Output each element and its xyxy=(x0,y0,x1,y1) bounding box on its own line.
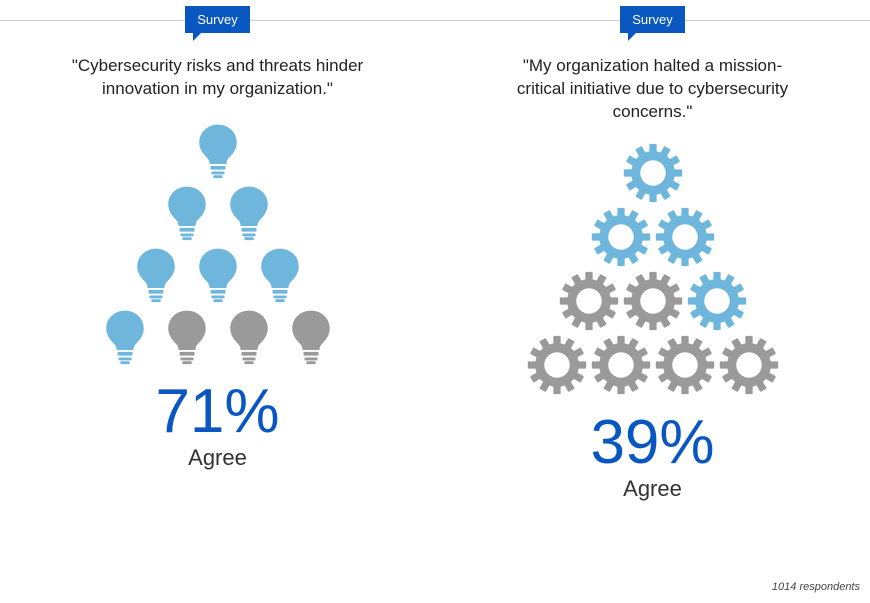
lightbulb-icon xyxy=(188,119,248,179)
lightbulb-icon xyxy=(95,305,155,365)
lightbulb-icon xyxy=(95,305,155,365)
lightbulb-icon xyxy=(157,181,217,241)
gear-icon xyxy=(654,334,716,396)
panel-left: Survey "Cybersecurity risks and threats … xyxy=(0,0,435,603)
agree-label: Agree xyxy=(590,476,714,502)
gear-icon xyxy=(622,142,684,204)
stat-block: 39% Agree xyxy=(590,412,714,502)
stat-block: 71% Agree xyxy=(155,381,279,471)
pyramid-row xyxy=(622,142,684,204)
quote-text: "My organization halted a mission-critic… xyxy=(503,55,803,124)
lightbulb-icon xyxy=(219,181,279,241)
gear-icon xyxy=(654,206,716,268)
gear-icon xyxy=(622,270,684,332)
pyramid-row xyxy=(95,305,341,365)
gear-icon xyxy=(686,270,748,332)
survey-tag: Survey xyxy=(185,6,249,33)
gear-icon xyxy=(590,334,652,396)
agree-label: Agree xyxy=(155,445,279,471)
gear-icon xyxy=(622,270,684,332)
gear-icon xyxy=(654,334,716,396)
pyramid-row xyxy=(188,119,248,179)
icon-pyramid-bulbs xyxy=(95,119,341,365)
lightbulb-icon xyxy=(157,305,217,365)
gear-icon xyxy=(590,206,652,268)
pyramid-row xyxy=(526,334,780,396)
lightbulb-icon xyxy=(188,119,248,179)
pyramid-row xyxy=(558,270,748,332)
lightbulb-icon xyxy=(219,305,279,365)
gear-icon xyxy=(558,270,620,332)
divider-rule xyxy=(0,20,870,21)
lightbulb-icon xyxy=(219,181,279,241)
gear-icon xyxy=(654,206,716,268)
gear-icon xyxy=(686,270,748,332)
panels-container: Survey "Cybersecurity risks and threats … xyxy=(0,0,870,603)
survey-tag: Survey xyxy=(620,6,684,33)
lightbulb-icon xyxy=(281,305,341,365)
quote-text: "Cybersecurity risks and threats hinder … xyxy=(68,55,368,101)
lightbulb-icon xyxy=(126,243,186,303)
panel-right: Survey "My organization halted a mission… xyxy=(435,0,870,603)
gear-icon xyxy=(526,334,588,396)
gear-icon xyxy=(718,334,780,396)
gear-icon xyxy=(558,270,620,332)
lightbulb-icon xyxy=(188,243,248,303)
gear-icon xyxy=(526,334,588,396)
lightbulb-icon xyxy=(281,305,341,365)
gear-icon xyxy=(718,334,780,396)
gear-icon xyxy=(590,206,652,268)
lightbulb-icon xyxy=(157,305,217,365)
footnote-respondents: 1014 respondents xyxy=(772,581,860,593)
percent-value: 39% xyxy=(590,412,714,474)
lightbulb-icon xyxy=(188,243,248,303)
lightbulb-icon xyxy=(250,243,310,303)
lightbulb-icon xyxy=(219,305,279,365)
pyramid-row xyxy=(126,243,310,303)
gear-icon xyxy=(622,142,684,204)
lightbulb-icon xyxy=(157,181,217,241)
pyramid-row xyxy=(590,206,716,268)
lightbulb-icon xyxy=(126,243,186,303)
icon-pyramid-gears xyxy=(526,142,780,396)
gear-icon xyxy=(590,334,652,396)
percent-value: 71% xyxy=(155,381,279,443)
pyramid-row xyxy=(157,181,279,241)
lightbulb-icon xyxy=(250,243,310,303)
